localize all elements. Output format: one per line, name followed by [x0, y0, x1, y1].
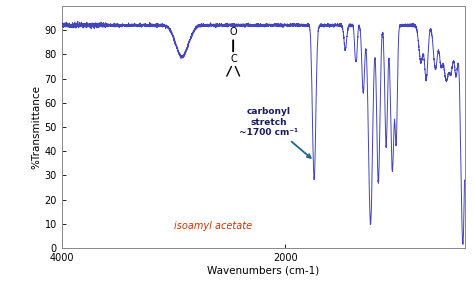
- Text: isoamyl acetate: isoamyl acetate: [173, 221, 252, 231]
- Text: O: O: [229, 27, 237, 37]
- Y-axis label: %Transmittance: %Transmittance: [32, 85, 42, 169]
- Text: carbonyl
stretch
~1700 cm⁻¹: carbonyl stretch ~1700 cm⁻¹: [239, 107, 310, 158]
- Text: C: C: [230, 54, 237, 64]
- X-axis label: Wavenumbers (cm-1): Wavenumbers (cm-1): [207, 266, 319, 276]
